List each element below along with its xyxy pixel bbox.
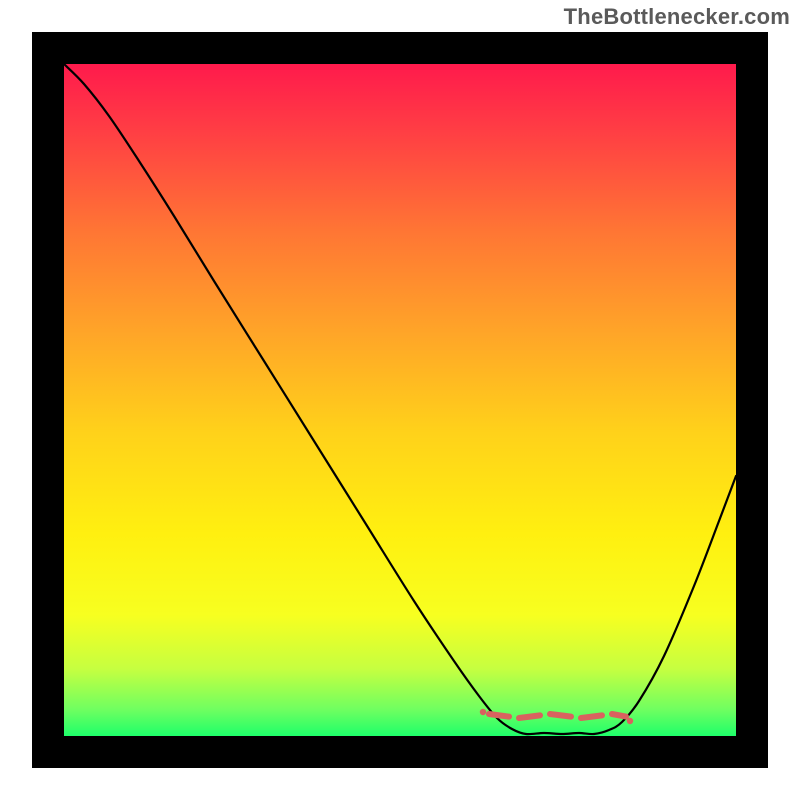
trough-dash (550, 714, 571, 717)
trough-dash (612, 714, 626, 717)
trough-end-dot (480, 709, 486, 715)
bottleneck-chart (32, 32, 768, 768)
trough-end-dot (627, 718, 633, 724)
chart-frame (32, 32, 768, 768)
watermark-text: TheBottlenecker.com (564, 4, 790, 30)
trough-dash (519, 715, 540, 718)
trough-dash (581, 715, 602, 718)
page-root: { "watermark": { "text": "TheBottlenecke… (0, 0, 800, 800)
chart-background (64, 64, 736, 736)
trough-dash (489, 714, 509, 717)
